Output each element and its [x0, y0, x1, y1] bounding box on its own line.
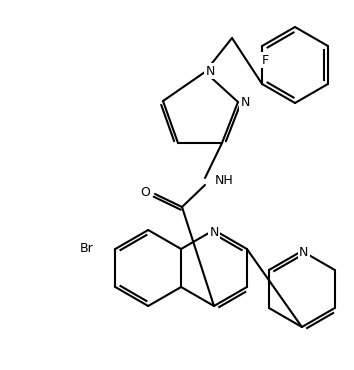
Text: N: N	[299, 246, 309, 259]
Text: F: F	[262, 54, 269, 67]
Text: NH: NH	[215, 174, 234, 186]
Text: N: N	[205, 64, 215, 77]
Text: O: O	[140, 185, 150, 198]
Text: N: N	[209, 225, 219, 239]
Text: N: N	[240, 95, 250, 108]
Text: Br: Br	[80, 242, 93, 256]
